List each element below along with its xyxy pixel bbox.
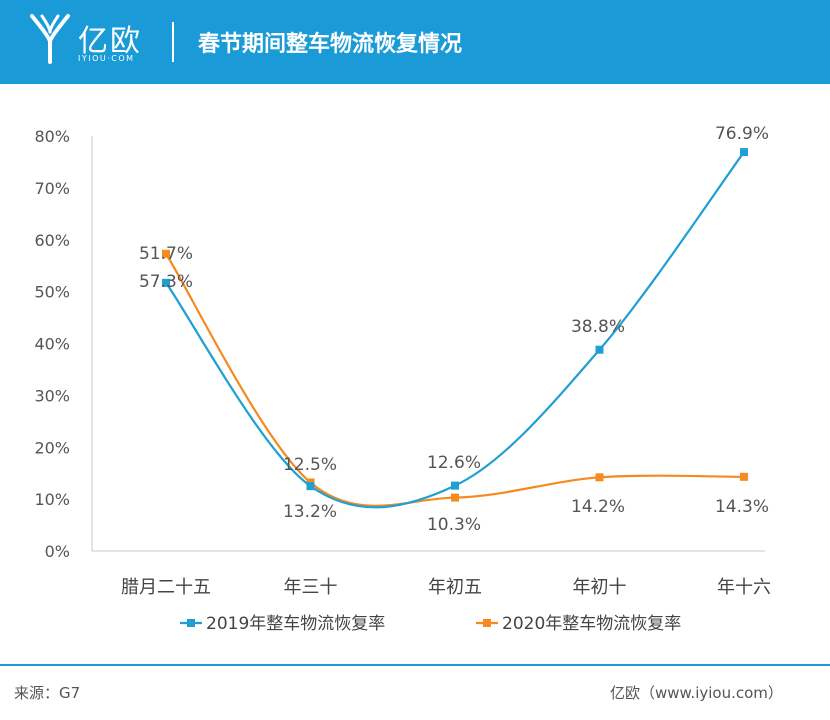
data-label-2020: 57.3% xyxy=(139,272,193,292)
data-point-2020 xyxy=(595,473,604,482)
data-point-2019 xyxy=(595,345,604,354)
line-chart: 0% 10% 20% 30% 40% 50% 60% 70% 80% 腊月二十五 年三十 年初五 年初十… xyxy=(34,124,771,634)
data-label-2020: 13.2% xyxy=(283,502,337,522)
x-tick-label: 年三十 xyxy=(284,577,338,598)
data-label-2019: 51.7% xyxy=(139,244,193,264)
logo-text: 亿欧 xyxy=(78,24,142,59)
chart-axes: 0% 10% 20% 30% 40% 50% 60% 70% 80% 腊月二十五 年三十 年初五 年初十… xyxy=(34,127,771,598)
chart-legend: 2019年整车物流恢复率 2020年整车物流恢复率 xyxy=(180,614,681,634)
data-point-2020 xyxy=(162,249,170,258)
page-title: 春节期间整车物流恢复情况 xyxy=(198,32,463,57)
x-tick-label: 腊月二十五 xyxy=(121,577,211,598)
y-tick-label: 0% xyxy=(45,542,70,561)
y-tick-label: 50% xyxy=(34,283,70,302)
data-point-2019 xyxy=(162,278,170,287)
chart-series xyxy=(162,148,748,509)
y-tick-label: 20% xyxy=(34,438,70,457)
legend-marker xyxy=(187,619,195,627)
y-tick-label: 40% xyxy=(34,335,70,354)
header-banner: 亿欧 IYIOU·COM 春节期间整车物流恢复情况 xyxy=(0,0,830,84)
data-point-2019 xyxy=(306,482,315,491)
source-note: 来源：G7 xyxy=(14,684,81,702)
x-tick-label: 年初五 xyxy=(428,577,482,598)
footer-divider xyxy=(0,664,830,666)
logo-y-icon xyxy=(30,14,70,64)
y-tick-label: 60% xyxy=(34,231,70,250)
data-label-2019: 38.8% xyxy=(571,317,625,337)
series-line-2020 xyxy=(165,253,745,507)
header-divider xyxy=(172,22,174,62)
data-label-2020: 10.3% xyxy=(427,515,481,535)
chart-data-labels: 51.7% 12.5% 12.6% 38.8% 76.9% 57.3% 13.2% 10.3%… xyxy=(139,124,769,535)
data-label-2019: 12.5% xyxy=(283,455,337,475)
data-label-2019: 12.6% xyxy=(427,453,481,473)
logo-subtext: IYIOU·COM xyxy=(78,54,135,63)
data-label-2019: 76.9% xyxy=(715,124,769,144)
x-tick-label: 年初十 xyxy=(573,577,627,598)
data-label-2020: 14.2% xyxy=(571,497,625,517)
legend-label: 2019年整车物流恢复率 xyxy=(206,614,385,634)
legend-marker xyxy=(483,619,491,627)
y-tick-label: 80% xyxy=(34,127,70,146)
data-point-2020 xyxy=(740,472,748,481)
credit-note: 亿欧（www.iyiou.com） xyxy=(610,684,783,702)
y-tick-label: 30% xyxy=(34,386,70,405)
y-tick-label: 70% xyxy=(34,179,70,198)
data-label-2020: 14.3% xyxy=(715,497,769,517)
data-point-2020 xyxy=(451,493,459,502)
legend-label: 2020年整车物流恢复率 xyxy=(502,614,681,634)
y-tick-label: 10% xyxy=(34,490,70,509)
x-tick-label: 年十六 xyxy=(717,577,771,598)
brand-logo: 亿欧 IYIOU·COM xyxy=(28,12,148,70)
data-point-2019 xyxy=(740,148,748,157)
data-point-2019 xyxy=(451,481,459,490)
